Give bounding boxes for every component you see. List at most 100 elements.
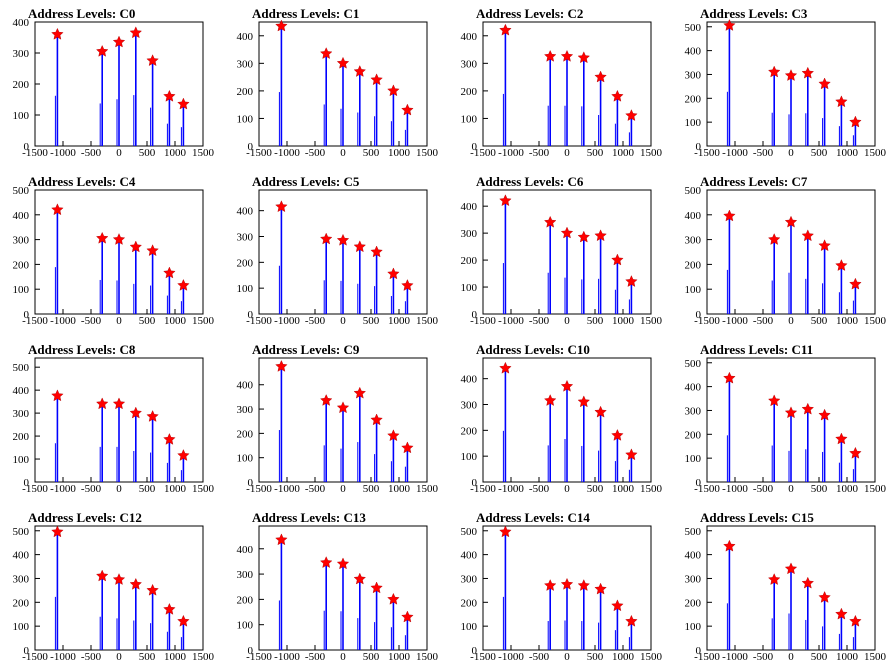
peak-marker (401, 103, 414, 116)
peak-marker (768, 65, 781, 78)
x-tick-label: -1500 (22, 651, 48, 663)
peak-marker (560, 49, 574, 62)
x-tick-label: 1000 (388, 651, 411, 663)
x-tick-label: -1500 (246, 651, 272, 663)
peak-marker (320, 394, 333, 406)
y-tick-label: 300 (237, 569, 254, 581)
y-tick-label: 200 (237, 86, 254, 98)
x-tick-label: 1500 (416, 315, 439, 327)
x-tick-label: 0 (564, 315, 570, 327)
y-tick-label: 100 (461, 113, 478, 125)
peak-marker (401, 610, 414, 623)
y-tick-label: 0 (248, 141, 254, 153)
y-tick-label: 0 (696, 309, 702, 321)
peak-marker (625, 275, 638, 287)
x-tick-label: 1500 (416, 651, 439, 663)
peak-marker (146, 410, 159, 422)
y-tick-label: 0 (472, 645, 478, 657)
chart-title: Address Levels: C6 (476, 174, 584, 189)
chart-title: Address Levels: C13 (252, 510, 366, 525)
x-tick-label: 500 (363, 147, 380, 159)
peak-marker (499, 361, 512, 374)
x-tick-label: -1500 (22, 147, 48, 159)
x-tick-label: -1000 (722, 315, 748, 327)
y-tick-label: 500 (13, 185, 30, 197)
peak-marker (129, 577, 142, 590)
peak-marker (320, 556, 333, 568)
chart-title: Address Levels: C3 (700, 6, 808, 21)
y-tick-label: 100 (461, 451, 478, 463)
peak-marker (353, 240, 366, 253)
x-tick-label: -1000 (498, 483, 524, 495)
peak-marker (387, 267, 400, 280)
peak-marker (723, 209, 736, 222)
x-tick-label: -500 (753, 315, 774, 327)
y-tick-label: 100 (461, 282, 478, 294)
y-tick-label: 400 (13, 385, 30, 397)
peak-marker (320, 232, 333, 245)
x-tick-label: -1500 (694, 147, 720, 159)
peak-marker (801, 402, 814, 415)
chart-panel: Address Levels: C5 0 100 200 300 400 -1500 -100… (237, 174, 439, 327)
y-tick-label: 400 (685, 46, 702, 58)
x-tick-label: -1000 (722, 651, 748, 663)
y-tick-label: 0 (472, 141, 478, 153)
y-tick-label: 500 (685, 358, 702, 370)
peak-marker (611, 429, 624, 441)
x-tick-label: -1500 (22, 315, 48, 327)
x-tick-label: -500 (81, 147, 102, 159)
y-tick-label: 200 (685, 429, 702, 441)
peak-marker (499, 23, 512, 36)
chart-title: Address Levels: C10 (476, 342, 590, 357)
peak-marker (387, 429, 400, 442)
peak-marker (353, 65, 366, 77)
y-tick-label: 300 (685, 69, 702, 81)
peak-marker (177, 278, 190, 291)
x-tick-label: -1500 (246, 315, 272, 327)
peak-marker (96, 569, 109, 582)
peak-marker (275, 200, 288, 213)
y-tick-label: 200 (237, 257, 254, 269)
peak-marker (835, 259, 848, 271)
x-tick-label: 1500 (192, 651, 215, 663)
x-tick-label: 1000 (612, 147, 635, 159)
y-tick-label: 200 (237, 594, 254, 606)
x-tick-label: 500 (587, 651, 604, 663)
x-tick-label: -1000 (274, 147, 300, 159)
y-tick-label: 0 (248, 309, 254, 321)
x-tick-label: 500 (811, 315, 828, 327)
x-tick-label: 500 (587, 315, 604, 327)
x-tick-label: 0 (340, 147, 346, 159)
chart-panel: Address Levels: C70100200300400500-1500-… (685, 174, 887, 327)
peak-marker (146, 54, 159, 67)
x-tick-label: 1500 (640, 147, 663, 159)
y-tick-label: 0 (472, 309, 478, 321)
y-tick-label: 100 (13, 454, 30, 466)
peak-marker (849, 115, 862, 128)
peak-marker (177, 449, 190, 461)
x-tick-label: 0 (788, 315, 794, 327)
x-tick-label: -1000 (274, 315, 300, 327)
x-tick-label: -1500 (694, 483, 720, 495)
y-tick-label: 200 (13, 431, 30, 443)
peak-marker (401, 441, 414, 454)
peak-marker (163, 433, 176, 445)
peak-marker (146, 583, 159, 596)
x-tick-label: 500 (139, 651, 156, 663)
x-tick-label: -1000 (274, 483, 300, 495)
peak-marker (625, 614, 638, 627)
peak-marker (370, 413, 383, 426)
x-tick-label: 0 (564, 147, 570, 159)
x-tick-label: 0 (788, 483, 794, 495)
y-tick-label: 300 (237, 404, 254, 416)
x-tick-label: 1000 (836, 315, 859, 327)
x-tick-label: -500 (753, 651, 774, 663)
peak-marker (577, 579, 590, 591)
peak-marker (387, 84, 400, 97)
chart-title: Address Levels: C14 (476, 510, 590, 525)
peak-marker (51, 203, 64, 216)
peak-marker (801, 576, 814, 589)
y-tick-label: 0 (24, 309, 30, 321)
y-tick-label: 300 (685, 573, 702, 585)
y-tick-label: 300 (461, 400, 478, 412)
